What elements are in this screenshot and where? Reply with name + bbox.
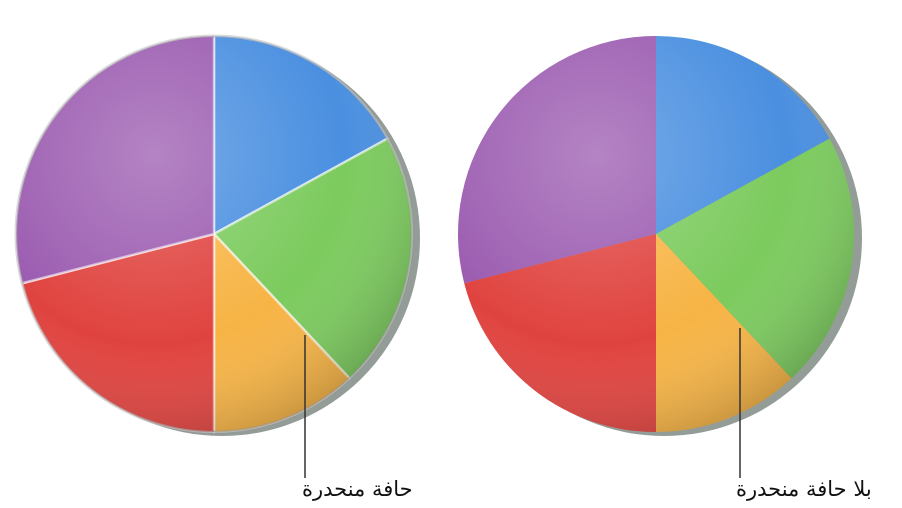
pie-shading [14, 34, 414, 434]
label-flat: بلا حافة منحدرة [736, 477, 872, 501]
label-beveled: حافة منحدرة [302, 477, 413, 501]
pie-flat [458, 36, 862, 436]
pie-beveled [14, 34, 420, 436]
pie-shading [458, 36, 854, 432]
